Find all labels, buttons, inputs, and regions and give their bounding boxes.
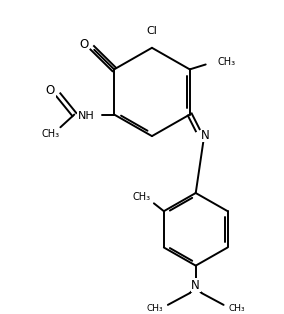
- Text: N: N: [201, 129, 210, 142]
- Text: Cl: Cl: [147, 26, 157, 36]
- Text: O: O: [46, 84, 55, 97]
- Text: CH₃: CH₃: [41, 129, 60, 139]
- Text: N: N: [191, 279, 200, 292]
- Text: CH₃: CH₃: [133, 192, 151, 203]
- Text: O: O: [80, 38, 89, 51]
- Text: NH: NH: [78, 111, 94, 121]
- Text: CH₃: CH₃: [229, 304, 245, 313]
- Text: CH₃: CH₃: [218, 57, 236, 67]
- Text: CH₃: CH₃: [146, 304, 163, 313]
